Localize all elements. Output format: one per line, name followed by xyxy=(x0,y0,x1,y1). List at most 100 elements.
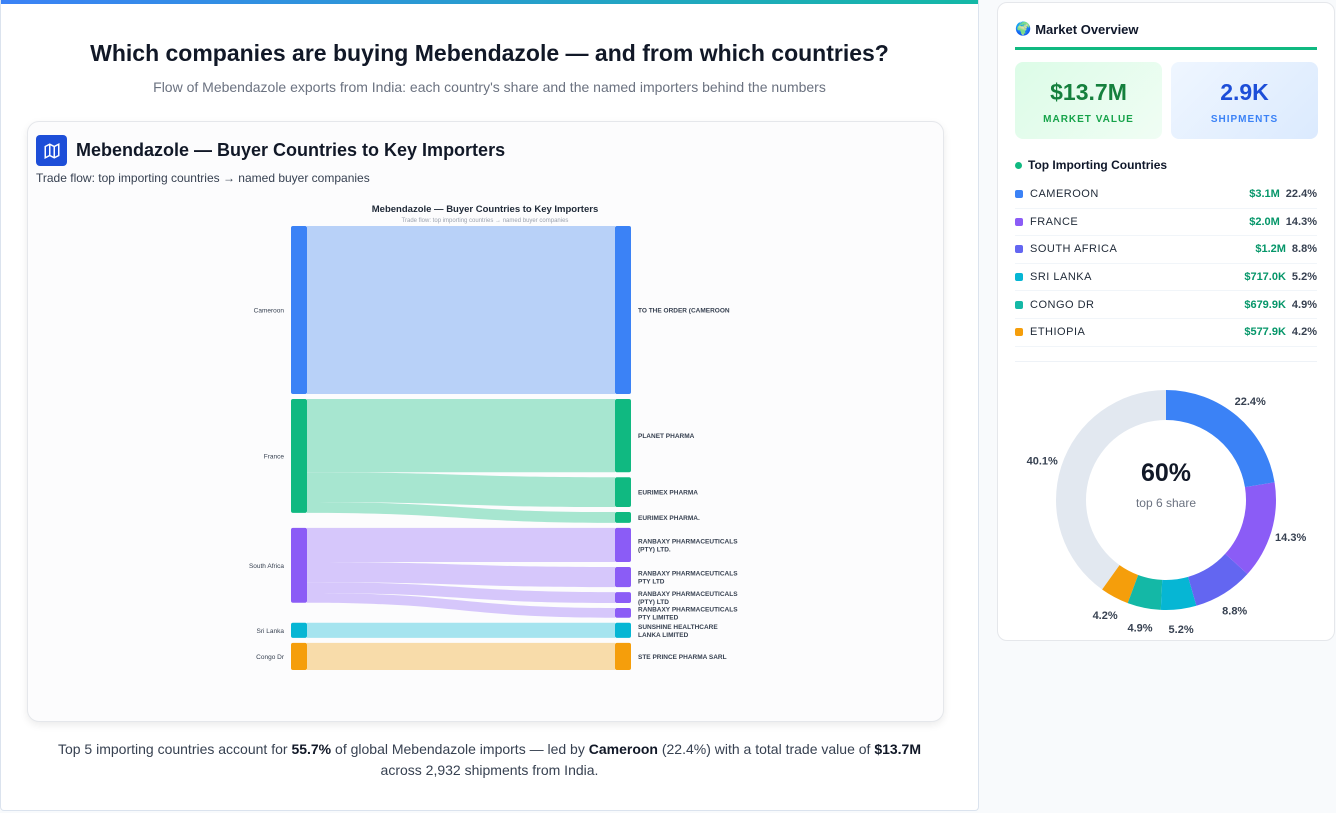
shipments-kpi: 2.9K SHIPMENTS xyxy=(1171,62,1318,139)
sankey-title: Mebendazole — Buyer Countries to Key Imp… xyxy=(372,204,598,215)
country-value: $3.1M xyxy=(1249,188,1280,201)
sankey-link xyxy=(307,399,615,473)
sankey-target-node xyxy=(615,592,631,603)
country-row: SRI LANKA $717.0K 5.2% xyxy=(1015,264,1317,292)
sankey-link xyxy=(307,582,615,603)
donut-slice xyxy=(1127,575,1163,610)
color-swatch xyxy=(1015,217,1023,226)
country-share: 22.4% xyxy=(1285,188,1317,201)
country-name: FRANCE xyxy=(1030,215,1079,228)
sankey-target-node xyxy=(615,512,631,523)
donut-slice-label: 4.2% xyxy=(1093,610,1118,622)
sankey-target-label: STE PRINCE PHARMA SARL xyxy=(638,654,727,661)
country-row: CAMEROON $3.1M 22.4% xyxy=(1015,181,1317,209)
sankey-link xyxy=(307,472,615,508)
country-value: $2.0M xyxy=(1249,215,1280,228)
donut-slice-label: 40.1% xyxy=(1027,455,1058,467)
donut-slice-label: 8.8% xyxy=(1222,605,1247,617)
country-value: $1.2M xyxy=(1255,243,1286,256)
country-row: SOUTH AFRICA $1.2M 8.8% xyxy=(1015,236,1317,264)
divider xyxy=(1015,47,1317,50)
sankey-source-label: Cameroon xyxy=(254,308,285,315)
donut-slice-label: 5.2% xyxy=(1169,624,1194,636)
sankey-target-label: EURIMEX PHARMA. xyxy=(638,515,700,522)
color-swatch xyxy=(1015,328,1023,337)
country-value: $679.9K xyxy=(1244,298,1286,311)
country-share: 5.2% xyxy=(1291,271,1317,284)
donut-chart: 60% top 6 share 22.4% 14.3% 8.8% 5.2% 4.9% 4.… xyxy=(1027,390,1306,636)
sankey-source-label: South Africa xyxy=(249,563,284,570)
donut-center-label: top 6 share xyxy=(1136,496,1196,510)
sankey-chart: Mebendazole — Buyer Countries to Key Imp… xyxy=(249,204,738,670)
countries-heading: Top Importing Countries xyxy=(1015,158,1167,172)
country-value: $717.0K xyxy=(1244,271,1286,284)
sankey-link xyxy=(307,642,615,670)
donut-slice xyxy=(1166,390,1275,488)
sankey-source-node xyxy=(291,642,307,670)
sankey-target-label: PLANET PHARMA xyxy=(638,433,695,440)
country-name: CAMEROON xyxy=(1030,188,1099,201)
sankey-target-label: RANBAXY PHARMACEUTICALS PTY LTD xyxy=(638,571,738,586)
country-share: 4.9% xyxy=(1291,298,1317,311)
page-title: Which companies are buying Mebendazole —… xyxy=(90,40,889,66)
page-subtitle: Flow of Mebendazole exports from India: … xyxy=(153,79,826,95)
sankey-target-node xyxy=(615,622,631,638)
color-swatch xyxy=(1015,300,1023,309)
globe-icon: 🌍 xyxy=(1015,21,1032,36)
sankey-source-label: Sri Lanka xyxy=(257,628,285,635)
sankey-target-node xyxy=(615,477,631,508)
card-subtitle: Trade flow: top importing countries → na… xyxy=(36,171,370,185)
sankey-target-label: RANBAXY PHARMACEUTICALS (PTY) LTD xyxy=(638,591,738,606)
country-name: ETHIOPIA xyxy=(1030,326,1086,339)
sankey-target-node xyxy=(615,226,631,395)
market-value-kpi: $13.7M MARKET VALUE xyxy=(1015,62,1162,139)
sankey-target-label: SUNSHINE HEALTHCARE LANKA LIMITED xyxy=(638,624,718,639)
sankey-source-node xyxy=(291,226,307,395)
sankey-source-node xyxy=(291,622,307,638)
country-name: SOUTH AFRICA xyxy=(1030,243,1118,256)
country-value: $577.9K xyxy=(1244,326,1286,339)
country-share: 14.3% xyxy=(1285,215,1317,228)
sankey-source-label: France xyxy=(264,453,285,460)
sankey-target-node xyxy=(615,399,631,473)
country-list: CAMEROON $3.1M 22.4% FRANCE $2.0M 14.3% SOUTH … xyxy=(1015,181,1317,347)
main-panel: Which companies are buying Mebendazole —… xyxy=(0,0,979,811)
sankey-target-node xyxy=(615,607,631,618)
donut-slice-label: 4.9% xyxy=(1127,622,1152,634)
sankey-link xyxy=(307,226,615,395)
donut-slice xyxy=(1056,390,1166,590)
sankey-link xyxy=(307,527,615,563)
country-row: FRANCE $2.0M 14.3% xyxy=(1015,209,1317,237)
sankey-link xyxy=(307,502,615,523)
sankey-link xyxy=(307,592,615,618)
sankey-target-node xyxy=(615,527,631,563)
market-overview-title: 🌍 Market Overview xyxy=(1015,21,1139,37)
sankey-target-node xyxy=(615,642,631,670)
map-icon xyxy=(36,135,67,166)
color-swatch xyxy=(1015,190,1023,199)
card-title: Mebendazole — Buyer Countries to Key Imp… xyxy=(76,140,506,160)
market-overview-panel: 🌍 Market Overview $13.7M MARKET VALUE 2.9K… xyxy=(997,2,1335,641)
country-share: 8.8% xyxy=(1291,243,1317,256)
donut-slice xyxy=(1160,576,1197,610)
donut-slice-label: 22.4% xyxy=(1235,396,1266,408)
sankey-link xyxy=(307,622,615,638)
country-row: CONGO DR $679.9K 4.9% xyxy=(1015,291,1317,319)
donut-slice xyxy=(1102,565,1139,604)
sankey-target-label: TO THE ORDER (CAMEROON xyxy=(638,308,730,315)
sankey-source-node xyxy=(291,527,307,603)
donut-slice xyxy=(1225,482,1276,574)
country-name: CONGO DR xyxy=(1030,298,1095,311)
sankey-target-label: RANBAXY PHARMACEUTICALS PTY LIMITED xyxy=(638,606,738,621)
country-share: 4.2% xyxy=(1291,326,1317,339)
donut-slice xyxy=(1188,553,1248,606)
country-row: ETHIOPIA $577.9K 4.2% xyxy=(1015,319,1317,347)
sankey-link xyxy=(307,562,615,588)
sankey-target-label: EURIMEX PHARMA xyxy=(638,490,698,497)
sankey-target-label: RANBAXY PHARMACEUTICALS (PTY) LTD. xyxy=(638,538,738,553)
donut-slice-label: 14.3% xyxy=(1275,532,1306,544)
color-swatch xyxy=(1015,273,1023,282)
sankey-subtitle: Trade flow: top importing countries → na… xyxy=(402,218,569,224)
donut-center-value: 60% xyxy=(1141,459,1191,487)
summary-text: Top 5 importing countries account for 55… xyxy=(57,741,922,778)
